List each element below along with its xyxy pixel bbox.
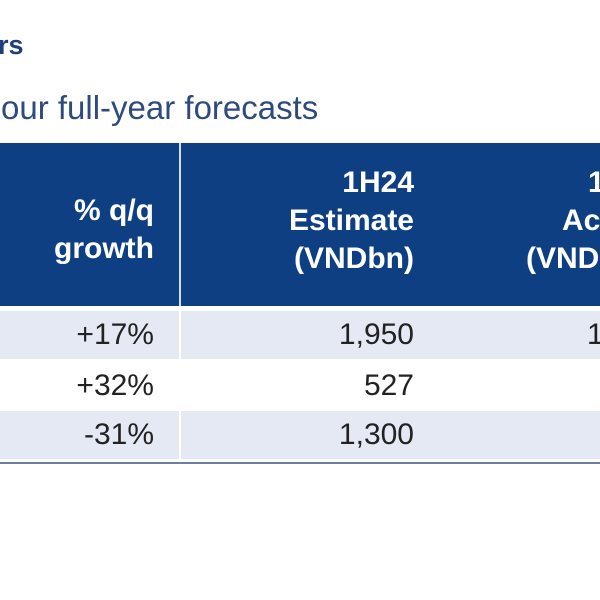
cell-growth: +32% xyxy=(76,369,154,402)
cell-estimate: 1,950 xyxy=(338,318,414,351)
header-estimate-line-2: Estimate xyxy=(288,204,414,237)
header-growth: % q/q growth xyxy=(54,192,154,268)
header-growth-line-1: % q/q xyxy=(74,194,154,227)
column-divider xyxy=(179,143,181,306)
table-header xyxy=(0,143,600,306)
header-actual-line-3: (VND xyxy=(526,242,600,275)
cell-growth: +17% xyxy=(76,318,154,351)
header-actual: 1 Ac (VND xyxy=(526,164,600,278)
cell-estimate: 527 xyxy=(363,369,414,402)
header-estimate-line-1: 1H24 xyxy=(342,166,414,199)
table-row: +32% 527 xyxy=(0,362,600,410)
header-actual-line-1: 1 xyxy=(588,166,600,199)
cell-growth: -31% xyxy=(83,418,154,451)
page-subtitle: our full-year forecasts xyxy=(1,89,319,126)
header-estimate: 1H24 Estimate (VNDbn) xyxy=(289,164,414,278)
table-row: -31% 1,300 xyxy=(0,411,600,459)
header-actual-line-2: Ac xyxy=(562,204,600,237)
cell-estimate: 1,300 xyxy=(338,418,414,451)
cell-actual: 1 xyxy=(587,318,600,351)
column-divider-body xyxy=(179,306,181,464)
header-estimate-line-3: (VNDbn) xyxy=(294,242,414,275)
header-growth-line-2: growth xyxy=(54,232,154,265)
page-title: rs xyxy=(0,30,24,60)
table-bottom-rule xyxy=(0,462,600,464)
table-row: +17% 1,950 1 xyxy=(0,311,600,359)
